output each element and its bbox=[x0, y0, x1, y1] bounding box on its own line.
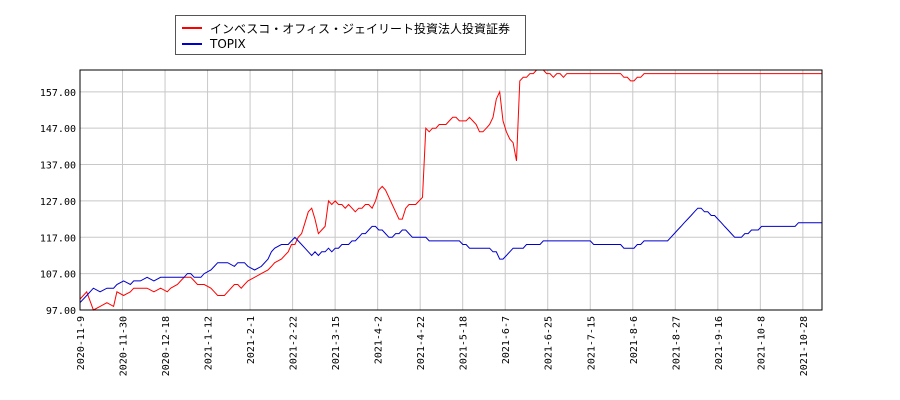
x-tick-label: 2021-6-25 bbox=[544, 316, 555, 370]
legend-swatch-topix bbox=[182, 43, 202, 45]
x-tick-label: 2021-7-15 bbox=[586, 316, 597, 370]
y-tick-label: 107.00 bbox=[40, 270, 76, 281]
legend-label-topix: TOPIX bbox=[210, 37, 246, 51]
topix-series-line bbox=[79, 207, 822, 304]
y-tick-label: 127.00 bbox=[40, 197, 76, 208]
legend-entry-topix: TOPIX bbox=[182, 36, 246, 52]
x-tick-label: 2021-3-15 bbox=[331, 316, 342, 370]
y-tick-label: 97.00 bbox=[46, 306, 76, 317]
x-tick-label: 2021-4-22 bbox=[416, 316, 427, 370]
x-tick-label: 2021-2-1 bbox=[246, 316, 257, 364]
y-tick-label: 137.00 bbox=[40, 161, 76, 172]
x-tick-label: 2021-10-8 bbox=[756, 316, 767, 370]
x-tick-label: 2021-8-6 bbox=[629, 316, 640, 364]
y-tick-label: 157.00 bbox=[40, 88, 76, 99]
x-tick-label: 2021-2-22 bbox=[289, 316, 300, 370]
reit-series-line bbox=[79, 69, 822, 311]
x-tick-label: 2020-11-30 bbox=[119, 316, 130, 376]
x-tick-label: 2021-4-2 bbox=[374, 316, 385, 364]
legend: インベスコ・オフィス・ジェイリート投資法人投資証券 TOPIX bbox=[175, 15, 526, 55]
legend-label-reit: インベスコ・オフィス・ジェイリート投資法人投資証券 bbox=[210, 21, 511, 36]
x-tick-label: 2021-5-18 bbox=[459, 316, 470, 370]
x-tick-label: 2021-6-7 bbox=[501, 316, 512, 364]
legend-entry-reit: インベスコ・オフィス・ジェイリート投資法人投資証券 bbox=[182, 20, 510, 36]
x-tick-label: 2020-11-9 bbox=[76, 316, 87, 370]
plot-area bbox=[79, 69, 823, 311]
y-tick-label: 147.00 bbox=[40, 124, 76, 135]
x-tick-label: 2020-12-18 bbox=[161, 316, 172, 376]
legend-swatch-reit bbox=[182, 27, 202, 29]
y-tick-label: 117.00 bbox=[40, 233, 76, 244]
plot-border bbox=[79, 69, 823, 311]
x-tick-label: 2021-8-27 bbox=[671, 316, 682, 370]
x-tick-label: 2021-9-16 bbox=[714, 316, 725, 370]
x-tick-label: 2021-1-12 bbox=[204, 316, 215, 370]
x-tick-label: 2021-10-28 bbox=[799, 316, 810, 376]
